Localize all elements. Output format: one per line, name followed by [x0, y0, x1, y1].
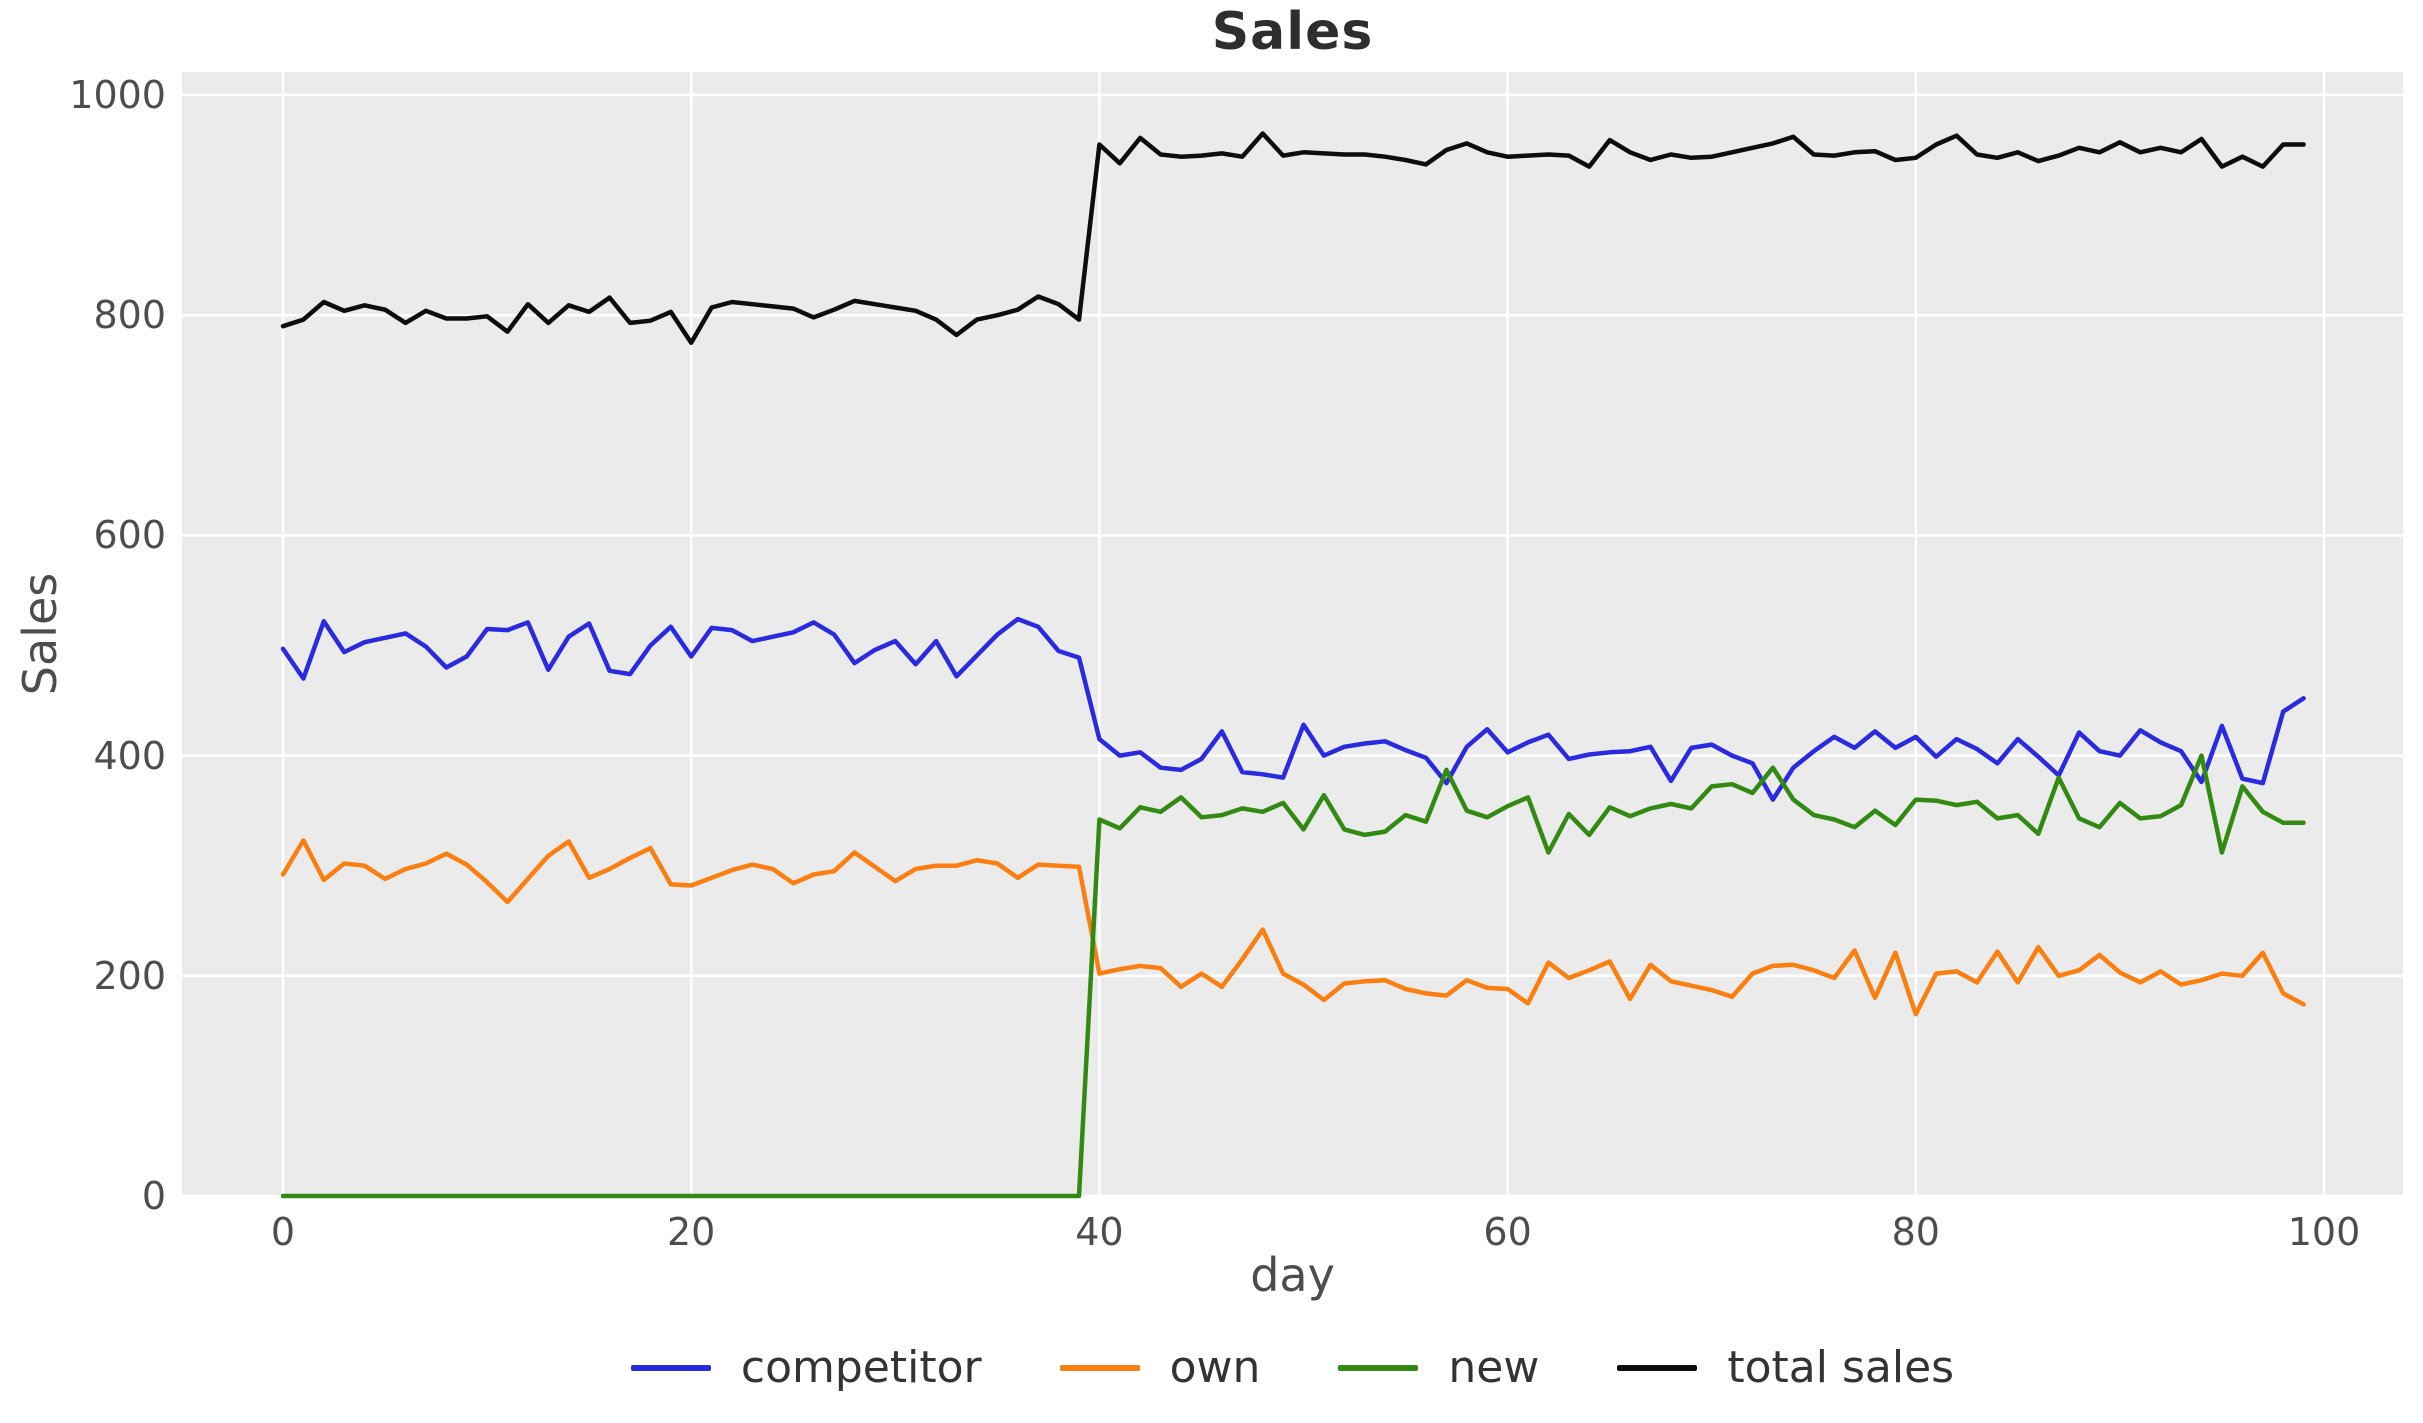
x-tick-40: 40	[1075, 1210, 1124, 1254]
y-tick-400: 400	[93, 733, 166, 778]
legend-label-new: new	[1448, 1342, 1540, 1393]
x-tick-60: 60	[1483, 1210, 1532, 1254]
x-tick-100: 100	[2287, 1210, 2361, 1254]
x-axis-label: day	[1250, 1248, 1335, 1302]
legend-item-total-sales: total sales	[1617, 1342, 1954, 1393]
y-tick-200: 200	[93, 953, 166, 998]
line-new	[280, 753, 2306, 1199]
data-series-lines	[280, 131, 2306, 1199]
line-total-sales	[280, 131, 2306, 345]
line-competitor	[280, 616, 2306, 802]
y-tick-800: 800	[93, 293, 166, 338]
x-gridlines	[281, 72, 2326, 1196]
y-tick-0: 0	[141, 1174, 166, 1218]
own-line-swatch	[1059, 1364, 1140, 1371]
legend-item-new: new	[1338, 1342, 1539, 1393]
plot-area-background	[182, 72, 2403, 1196]
y-tick-1000: 1000	[69, 73, 166, 117]
legend-item-own: own	[1059, 1342, 1261, 1393]
legend-label-own: own	[1169, 1342, 1261, 1393]
legend-item-competitor: competitor	[630, 1342, 982, 1393]
y-tick-600: 600	[93, 513, 166, 558]
x-tick-0: 0	[270, 1210, 296, 1254]
new-line-swatch	[1338, 1364, 1419, 1371]
legend-label-total-sales: total sales	[1727, 1342, 1955, 1393]
legend: competitor own new total sales	[182, 1342, 2403, 1393]
legend-label-competitor: competitor	[740, 1342, 982, 1393]
chart-title: Sales	[1211, 2, 1374, 62]
x-tick-20: 20	[667, 1210, 716, 1254]
line-own	[280, 838, 2306, 1017]
competitor-line-swatch	[630, 1364, 711, 1371]
total-sales-line-swatch	[1617, 1364, 1698, 1371]
x-tick-80: 80	[1891, 1210, 1940, 1254]
y-axis-label: Sales	[13, 572, 67, 696]
